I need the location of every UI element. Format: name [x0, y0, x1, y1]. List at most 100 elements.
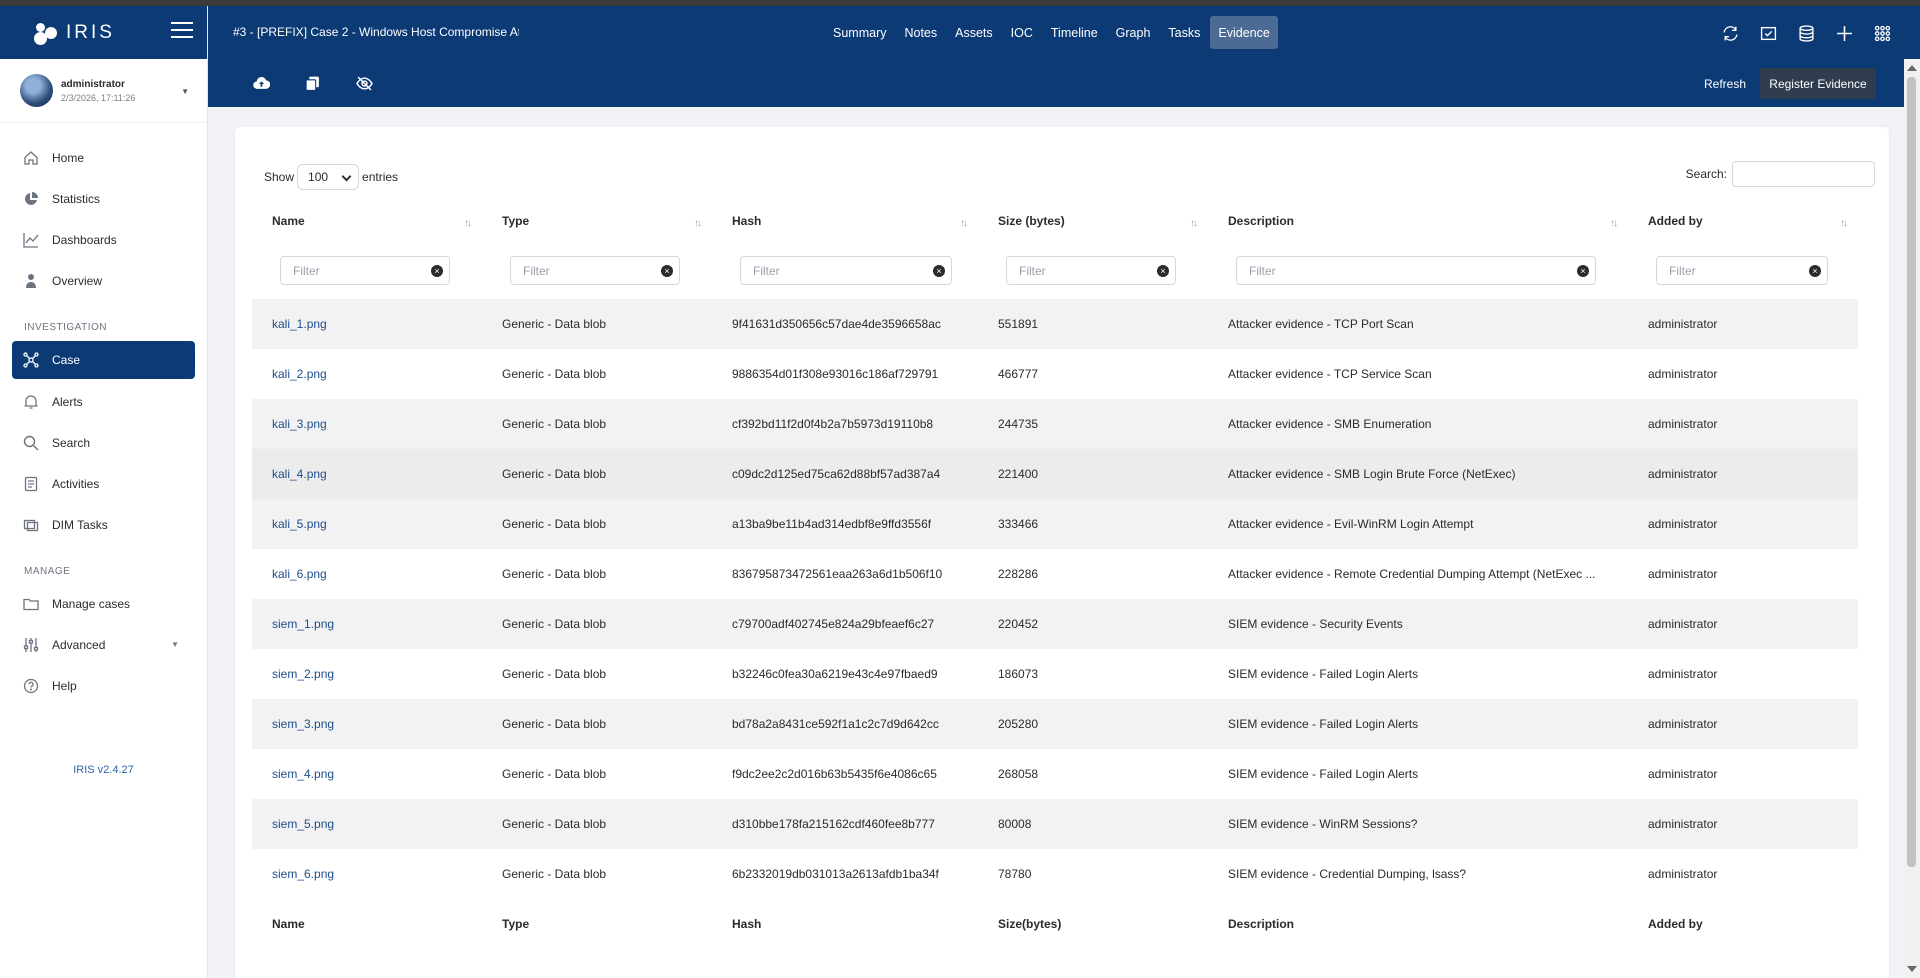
evidence-link[interactable]: kali_1.png: [272, 317, 327, 331]
column-header-type[interactable]: Type ↑↓: [502, 213, 702, 230]
evidence-link[interactable]: kali_2.png: [272, 367, 327, 381]
refresh-button[interactable]: Refresh: [1704, 76, 1747, 91]
filter-hash-input[interactable]: Filter ×: [740, 256, 952, 285]
cloud-upload-icon[interactable]: [251, 73, 271, 93]
scroll-up-icon[interactable]: [1907, 65, 1917, 71]
sidebar-item-home[interactable]: Home: [0, 137, 207, 178]
sidebar-item-help[interactable]: Help: [0, 665, 207, 706]
table-row[interactable]: kali_2.png Generic - Data blob 9886354d01f…: [252, 349, 1858, 399]
cell-name[interactable]: siem_1.png: [252, 599, 482, 649]
column-header-size[interactable]: Size (bytes) ↑↓: [998, 213, 1198, 230]
filter-description-input[interactable]: Filter ×: [1236, 256, 1596, 285]
table-row[interactable]: siem_3.png Generic - Data blob bd78a2a8431…: [252, 699, 1858, 749]
search-input[interactable]: [1732, 161, 1875, 187]
user-panel[interactable]: administrator 2/3/2026, 17:11:26 ▼: [0, 59, 207, 123]
tab-timeline[interactable]: Timeline: [1050, 25, 1098, 40]
sort-icon: ↑↓: [1610, 218, 1618, 229]
cell-name[interactable]: kali_6.png: [252, 549, 482, 599]
sidebar-nav: Home Statistics Dashboards Overview INVE…: [0, 123, 207, 776]
evidence-link[interactable]: siem_4.png: [272, 767, 335, 781]
tab-evidence[interactable]: Evidence: [1210, 16, 1278, 49]
mail-check-icon[interactable]: [1758, 23, 1778, 43]
table-row[interactable]: siem_6.png Generic - Data blob 6b2332019db…: [252, 849, 1858, 899]
sidebar-item-manage-cases[interactable]: Manage cases: [0, 583, 207, 624]
sidebar-item-case[interactable]: Case: [12, 341, 195, 379]
cell-name[interactable]: siem_3.png: [252, 699, 482, 749]
filter-size-input[interactable]: Filter ×: [1006, 256, 1176, 285]
evidence-link[interactable]: kali_3.png: [272, 417, 327, 431]
table-row[interactable]: siem_1.png Generic - Data blob c79700adf40…: [252, 599, 1858, 649]
cell-name[interactable]: kali_1.png: [252, 299, 482, 349]
filter-added-by-input[interactable]: Filter ×: [1656, 256, 1828, 285]
sidebar-item-activities[interactable]: Activities: [0, 463, 207, 504]
clear-filter-icon[interactable]: ×: [933, 265, 945, 277]
cell-name[interactable]: kali_5.png: [252, 499, 482, 549]
register-evidence-button[interactable]: Register Evidence: [1760, 68, 1876, 99]
scroll-down-icon[interactable]: [1907, 966, 1917, 972]
page-scrollbar[interactable]: [1904, 59, 1920, 978]
chevron-down-icon[interactable]: ▼: [181, 87, 189, 96]
column-header-name[interactable]: Name ↑↓: [272, 213, 472, 230]
cell-name[interactable]: siem_6.png: [252, 849, 482, 899]
sidebar-item-search[interactable]: Search: [0, 422, 207, 463]
evidence-link[interactable]: kali_4.png: [272, 467, 327, 481]
column-header-hash[interactable]: Hash ↑↓: [732, 213, 968, 230]
cell-name[interactable]: siem_5.png: [252, 799, 482, 849]
tab-graph[interactable]: Graph: [1115, 25, 1151, 40]
sidebar-item-dashboards[interactable]: Dashboards: [0, 219, 207, 260]
tab-assets[interactable]: Assets: [955, 25, 993, 40]
filter-type-input[interactable]: Filter ×: [510, 256, 680, 285]
database-icon[interactable]: [1796, 23, 1816, 43]
copy-icon[interactable]: [302, 73, 322, 93]
table-row[interactable]: siem_2.png Generic - Data blob b32246c0fea…: [252, 649, 1858, 699]
evidence-link[interactable]: siem_6.png: [272, 867, 335, 881]
table-row[interactable]: siem_5.png Generic - Data blob d310bbe178f…: [252, 799, 1858, 849]
eye-slash-icon[interactable]: [354, 73, 374, 93]
column-header-added-by[interactable]: Added by ↑↓: [1648, 213, 1848, 230]
clear-filter-icon[interactable]: ×: [661, 265, 673, 277]
evidence-link[interactable]: siem_1.png: [272, 617, 335, 631]
tab-summary[interactable]: Summary: [833, 25, 887, 40]
evidence-link[interactable]: siem_3.png: [272, 717, 335, 731]
cell-name[interactable]: kali_4.png: [252, 449, 482, 499]
cell-name[interactable]: siem_4.png: [252, 749, 482, 799]
apps-grid-icon[interactable]: [1872, 23, 1892, 43]
avatar: [20, 74, 53, 107]
column-header-description[interactable]: Description ↑↓: [1228, 213, 1618, 230]
cell-name[interactable]: kali_2.png: [252, 349, 482, 399]
scrollbar-thumb[interactable]: [1907, 77, 1916, 867]
sidebar-item-advanced[interactable]: Advanced ▼: [0, 624, 207, 665]
clear-filter-icon[interactable]: ×: [1157, 265, 1169, 277]
tab-notes[interactable]: Notes: [904, 25, 938, 40]
table-row[interactable]: kali_3.png Generic - Data blob cf392bd11f2…: [252, 399, 1858, 449]
evidence-link[interactable]: siem_2.png: [272, 667, 335, 681]
sidebar-item-dim-tasks[interactable]: DIM Tasks: [0, 504, 207, 545]
filter-name-input[interactable]: Filter ×: [280, 256, 450, 285]
sidebar-item-alerts[interactable]: Alerts: [0, 381, 207, 422]
sidebar-item-overview[interactable]: Overview: [0, 260, 207, 301]
entries-select[interactable]: 100: [297, 164, 360, 190]
table-row[interactable]: siem_4.png Generic - Data blob f9dc2ee2c2d…: [252, 749, 1858, 799]
evidence-link[interactable]: siem_5.png: [272, 817, 335, 831]
plus-icon[interactable]: [1834, 23, 1854, 43]
hamburger-menu-icon[interactable]: [171, 22, 193, 40]
cell-added-by: administrator: [1648, 367, 1718, 381]
clear-filter-icon[interactable]: ×: [1809, 265, 1821, 277]
table-row[interactable]: kali_5.png Generic - Data blob a13ba9be11b…: [252, 499, 1858, 549]
clear-filter-icon[interactable]: ×: [1577, 265, 1589, 277]
table-row[interactable]: kali_6.png Generic - Data blob 83679587347…: [252, 549, 1858, 599]
cell-name[interactable]: siem_2.png: [252, 649, 482, 699]
cell-name[interactable]: kali_3.png: [252, 399, 482, 449]
evidence-link[interactable]: kali_5.png: [272, 517, 327, 531]
cell-added-by: administrator: [1648, 567, 1718, 581]
tab-ioc[interactable]: IOC: [1010, 25, 1033, 40]
table-row[interactable]: kali_4.png Generic - Data blob c09dc2d125e…: [252, 449, 1858, 499]
tab-tasks[interactable]: Tasks: [1168, 25, 1201, 40]
sync-icon[interactable]: [1720, 23, 1740, 43]
cell-hash: bd78a2a8431ce592f1a1c2c7d9d642cc: [712, 699, 978, 749]
sidebar-item-statistics[interactable]: Statistics: [0, 178, 207, 219]
evidence-link[interactable]: kali_6.png: [272, 567, 327, 581]
app-version[interactable]: IRIS v2.4.27: [73, 764, 134, 776]
table-row[interactable]: kali_1.png Generic - Data blob 9f41631d350…: [252, 299, 1858, 349]
clear-filter-icon[interactable]: ×: [431, 265, 443, 277]
